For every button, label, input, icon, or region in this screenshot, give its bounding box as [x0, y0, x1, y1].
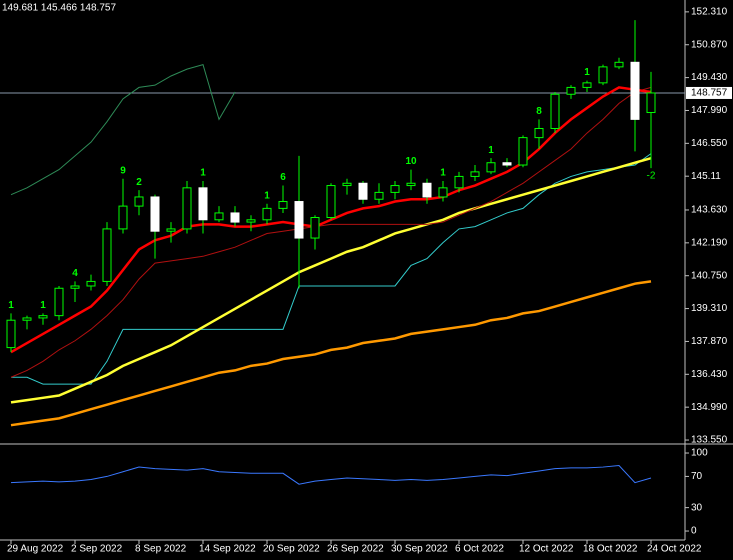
x-tick-label: 6 Oct 2022 [455, 544, 504, 555]
candle-body [230, 212, 240, 223]
candle-body [166, 228, 176, 232]
candle-body [182, 187, 192, 230]
candle-body [518, 137, 528, 166]
indicator-line [11, 153, 652, 385]
candle-body [54, 287, 64, 317]
candle-body [502, 162, 512, 166]
candle-body [582, 82, 592, 88]
candle-body [134, 196, 144, 207]
td-label: 2 [136, 177, 142, 188]
x-tick-label: 18 Oct 2022 [583, 544, 638, 555]
candle-body [374, 191, 384, 200]
candle-body [550, 93, 560, 129]
td-label: -2 [647, 171, 656, 182]
candle-body [6, 319, 16, 349]
y-tick-label: 30 [691, 502, 703, 513]
indicator-line [10, 63, 236, 196]
x-tick-label: 8 Sep 2022 [135, 544, 187, 555]
y-tick-label: 140.750 [691, 270, 728, 281]
td-label: 1 [8, 300, 14, 311]
td-label: 10 [405, 156, 417, 167]
x-tick-label: 14 Sep 2022 [199, 544, 256, 555]
td-label: 1 [200, 168, 206, 179]
candle-body [598, 66, 608, 84]
td-label: 1 [488, 145, 494, 156]
candle-body [326, 185, 336, 219]
current-price-label: 148.757 [691, 88, 728, 99]
candle-body [406, 182, 416, 187]
candle-body [150, 196, 160, 232]
x-tick-label: 26 Sep 2022 [327, 544, 384, 555]
td-label: 4 [72, 268, 78, 279]
candle-body [102, 228, 112, 282]
current-price-box [686, 86, 732, 99]
x-tick-label: 20 Sep 2022 [263, 544, 320, 555]
td-label: 1 [440, 168, 446, 179]
candle-body [470, 171, 480, 177]
td-label: 1 [264, 190, 270, 201]
y-tick-label: 145.11 [691, 171, 721, 182]
candle-body [630, 61, 640, 120]
candle-body [614, 61, 624, 68]
candle-body [566, 86, 576, 95]
td-label: 8 [536, 106, 542, 117]
x-tick-label: 30 Sep 2022 [391, 544, 448, 555]
x-tick-label: 29 Aug 2022 [7, 544, 64, 555]
y-tick-label: 150.870 [691, 39, 728, 50]
y-tick-label: 142.190 [691, 237, 728, 248]
candle-body [486, 162, 496, 173]
candle-body [646, 92, 656, 114]
candle-body [278, 201, 288, 209]
y-tick-label: 149.430 [691, 72, 728, 83]
candle-body [438, 187, 448, 198]
indicator-line [10, 464, 652, 485]
candle-body [390, 185, 400, 193]
candle-body [358, 182, 368, 200]
td-label: 6 [280, 172, 286, 183]
indicator-line [10, 156, 652, 404]
candle-body [454, 175, 464, 189]
indicator-line [10, 86, 652, 378]
td-label: 1 [584, 67, 590, 78]
x-tick-label: 12 Oct 2022 [519, 544, 574, 555]
candle-body [22, 317, 32, 321]
td-label: 9 [120, 165, 126, 176]
y-tick-label: 70 [691, 471, 703, 482]
candle-body [214, 212, 224, 221]
y-tick-label: 137.870 [691, 336, 728, 347]
candle-body [70, 285, 80, 289]
header: 149.681 145.466 148.757 [2, 3, 116, 14]
y-tick-label: 100 [691, 448, 708, 459]
y-tick-label: 0 [691, 526, 697, 537]
candle-body [310, 217, 320, 239]
x-tick-label: 24 Oct 2022 [647, 544, 702, 555]
candle-body [198, 187, 208, 221]
x-tick-label: 2 Sep 2022 [71, 544, 123, 555]
candle-body [294, 201, 304, 239]
y-tick-label: 143.630 [691, 205, 728, 216]
y-tick-label: 134.990 [691, 402, 728, 413]
candle-body [262, 207, 272, 221]
candle-body [118, 205, 128, 230]
candle-body [534, 127, 544, 139]
y-tick-label: 136.430 [691, 369, 728, 380]
y-tick-label: 147.990 [691, 105, 728, 116]
candle-body [246, 219, 256, 223]
y-tick-label: 146.550 [691, 138, 728, 149]
candle-body [342, 182, 352, 187]
y-tick-label: 152.310 [691, 7, 728, 18]
candle-body [38, 315, 48, 319]
candle-body [422, 182, 432, 198]
y-tick-label: 133.550 [691, 435, 728, 446]
indicator-line [10, 280, 652, 427]
candle-body [86, 280, 96, 287]
td-label: 1 [40, 300, 46, 311]
y-tick-label: 139.310 [691, 303, 728, 314]
